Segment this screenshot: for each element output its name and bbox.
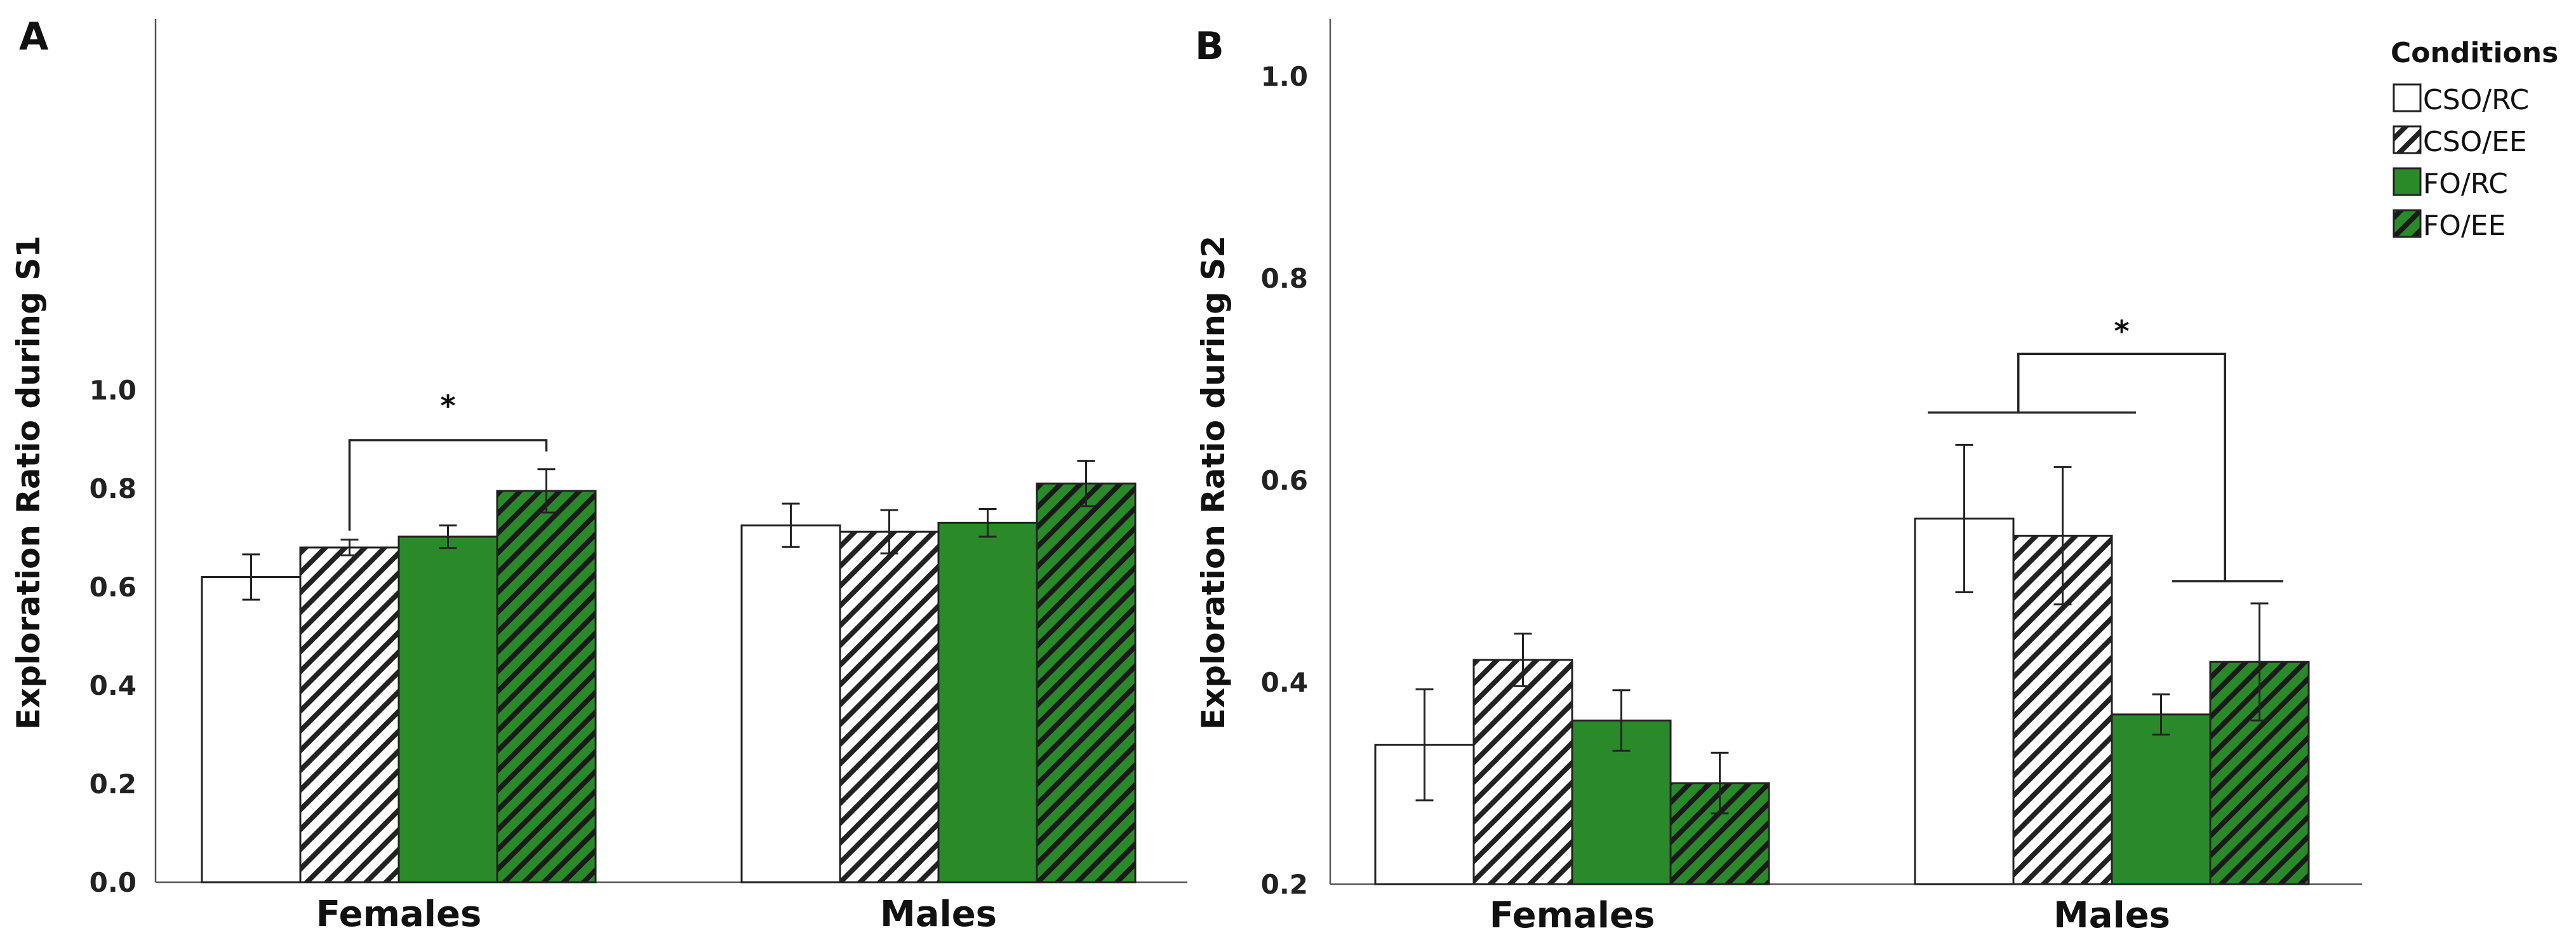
bar: [839, 530, 940, 883]
panel-b-significance: *: [1928, 314, 2283, 582]
bar: [2111, 713, 2212, 885]
legend-label: CSO/RC: [2423, 84, 2529, 116]
panel-a-y-ticks: 0.0 0.2 0.4 0.6 0.8 1.0: [90, 375, 137, 898]
y-tick-label: 0.0: [90, 867, 137, 898]
panel-a-x-categories: Females Males: [316, 894, 997, 935]
y-tick-label: 0.6: [1261, 465, 1308, 496]
panel-b: B Exploration Ratio during S2 0.2 0.4 0.…: [1195, 19, 2362, 936]
panel-b-y-ticks: 0.2 0.4 0.6 0.8 1.0: [1261, 61, 1308, 900]
legend-swatch: [2392, 167, 2422, 196]
bar: [937, 521, 1038, 883]
x-category-label: Females: [316, 894, 482, 935]
y-tick-label: 0.2: [1261, 869, 1308, 900]
y-tick-label: 1.0: [90, 375, 137, 406]
bar: [1472, 659, 1573, 885]
bar: [740, 524, 841, 883]
panel-a-significance: *: [348, 389, 548, 531]
panel-a-y-axis-title: Exploration Ratio during S1: [10, 236, 47, 730]
x-category-label: Males: [2053, 895, 2170, 936]
y-tick-label: 1.0: [1261, 61, 1308, 92]
legend: Conditions CSO/RC CSO/EE FO/RC FO/EE: [2391, 37, 2558, 242]
panel-b-x-categories: Females Males: [1490, 895, 2170, 936]
bar: [1036, 482, 1137, 883]
legend-label: FO/EE: [2423, 210, 2506, 242]
x-category-label: Males: [880, 894, 997, 935]
significance-star: *: [440, 389, 455, 423]
x-category-label: Females: [1490, 895, 1655, 936]
bar: [299, 546, 400, 883]
legend-title: Conditions: [2391, 37, 2558, 69]
bar: [397, 535, 498, 883]
y-tick-label: 0.6: [90, 572, 137, 603]
y-tick-label: 0.2: [90, 769, 137, 800]
y-tick-label: 0.8: [1261, 263, 1308, 294]
legend-label: FO/RC: [2423, 168, 2508, 200]
y-tick-label: 0.4: [90, 670, 137, 701]
significance-star: *: [2114, 314, 2129, 348]
significance-bracket: [2017, 353, 2226, 581]
panel-b-y-axis-title: Exploration Ratio during S2: [1195, 236, 1232, 730]
legend-swatch: [2392, 209, 2422, 238]
significance-bracket: [348, 439, 548, 531]
bar: [201, 576, 302, 883]
y-tick-label: 0.8: [90, 473, 137, 504]
legend-swatch: [2392, 83, 2422, 112]
panel-a: A Exploration Ratio during S1 0.0 0.2 0.…: [10, 15, 1187, 935]
legend-label: CSO/EE: [2423, 126, 2527, 158]
y-tick-label: 0.4: [1261, 667, 1308, 698]
panel-b-label: B: [1195, 24, 1224, 69]
panel-a-label: A: [19, 15, 49, 59]
panel-b-bars: [1374, 443, 2310, 885]
bar: [496, 490, 597, 883]
legend-swatch: [2392, 125, 2422, 154]
panel-a-bars: [201, 460, 1137, 883]
